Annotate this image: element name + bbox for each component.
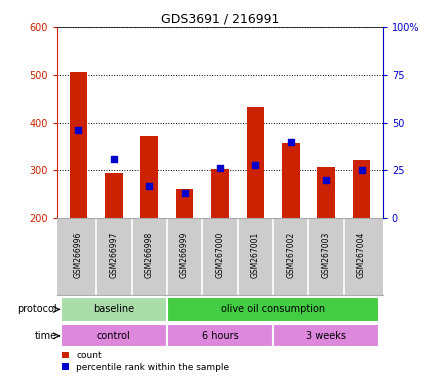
Bar <box>273 324 379 348</box>
Point <box>287 139 294 145</box>
Text: GSM267003: GSM267003 <box>322 232 331 278</box>
Point <box>358 167 365 174</box>
Text: olive oil consumption: olive oil consumption <box>221 305 325 314</box>
Bar <box>61 296 167 322</box>
Point <box>323 177 330 183</box>
Bar <box>282 142 300 218</box>
Bar <box>70 72 87 218</box>
Text: 6 hours: 6 hours <box>202 331 238 341</box>
Point <box>252 162 259 168</box>
Text: protocol: protocol <box>17 305 56 314</box>
Point <box>146 182 153 189</box>
Text: GSM266998: GSM266998 <box>145 232 154 278</box>
Text: baseline: baseline <box>93 305 134 314</box>
Point <box>181 190 188 196</box>
Bar <box>167 296 379 322</box>
Bar <box>246 107 264 218</box>
Text: 3 weeks: 3 weeks <box>306 331 346 341</box>
Bar <box>61 324 167 348</box>
Text: GSM267002: GSM267002 <box>286 232 295 278</box>
Text: GSM267004: GSM267004 <box>357 232 366 278</box>
Title: GDS3691 / 216991: GDS3691 / 216991 <box>161 13 279 26</box>
Text: time: time <box>34 331 56 341</box>
Point <box>216 166 224 172</box>
Text: GSM267001: GSM267001 <box>251 232 260 278</box>
Bar <box>167 324 273 348</box>
Bar <box>353 160 370 218</box>
Text: GSM266999: GSM266999 <box>180 232 189 278</box>
Text: GSM266997: GSM266997 <box>109 232 118 278</box>
Legend: count, percentile rank within the sample: count, percentile rank within the sample <box>62 351 229 372</box>
Text: control: control <box>97 331 131 341</box>
Point <box>110 156 117 162</box>
Bar <box>176 189 194 218</box>
Bar <box>211 169 229 218</box>
Bar <box>105 173 123 218</box>
Bar <box>317 167 335 218</box>
Text: GSM267000: GSM267000 <box>216 232 224 278</box>
Point <box>75 127 82 133</box>
Text: GSM266996: GSM266996 <box>74 232 83 278</box>
Bar <box>140 136 158 218</box>
